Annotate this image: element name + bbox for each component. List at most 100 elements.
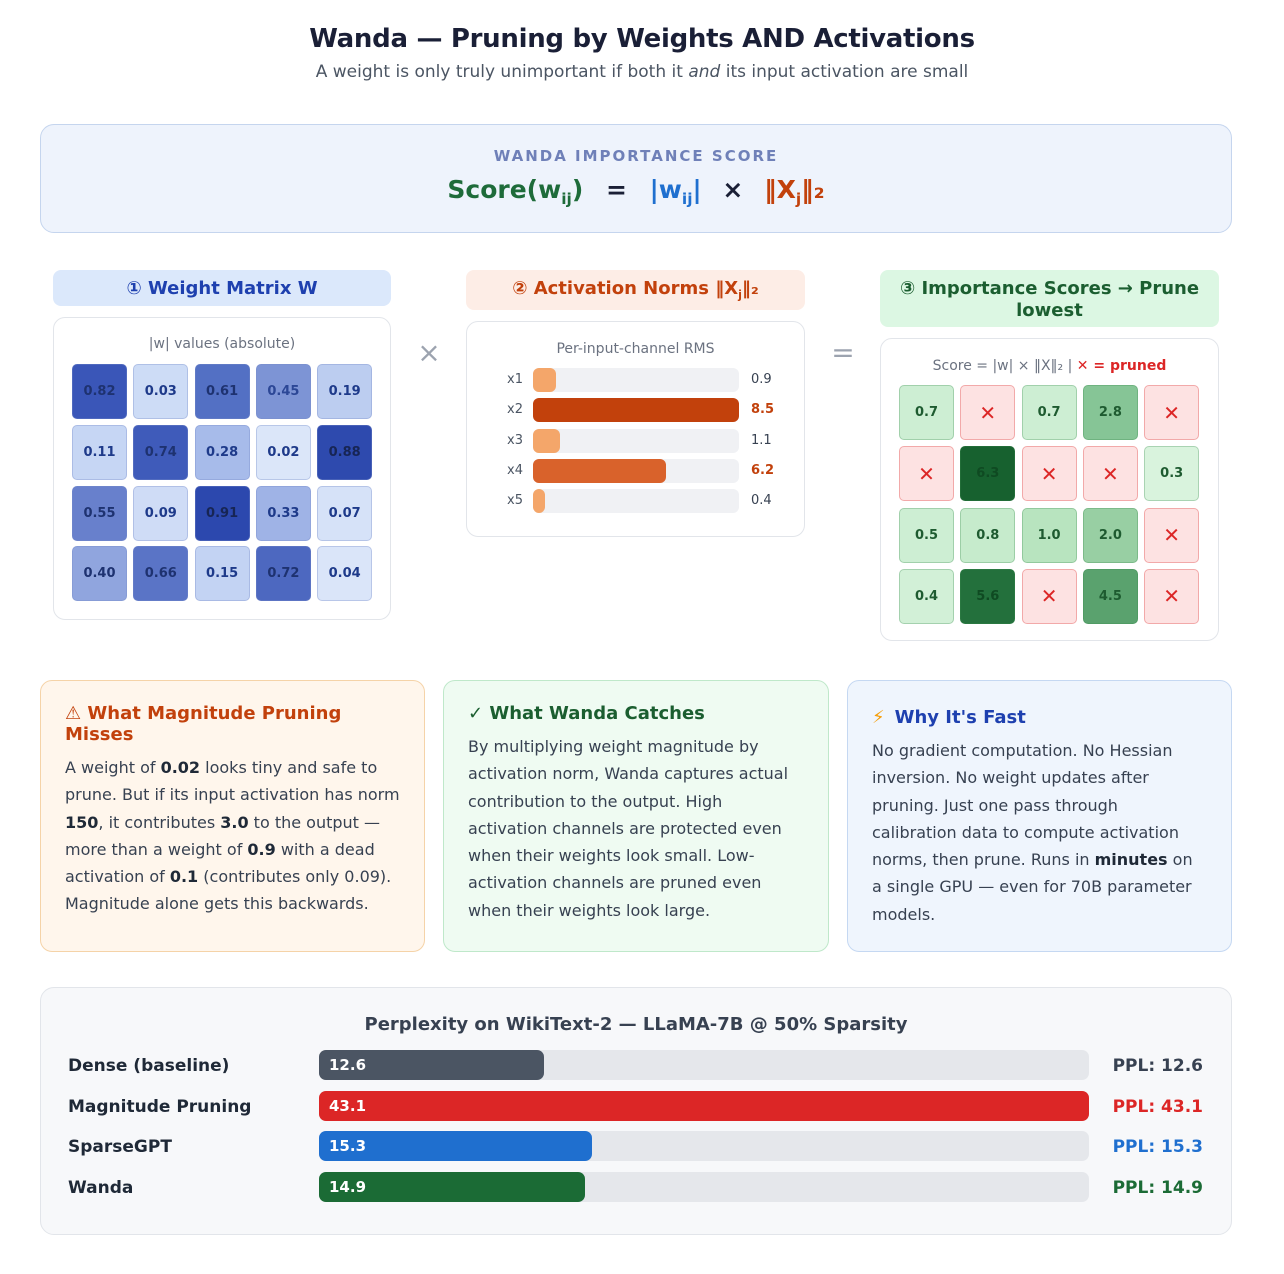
chart-category-label: Wanda — [68, 1177, 134, 1198]
emphasis: minutes — [1094, 850, 1168, 870]
formula-w-open: |w — [649, 175, 682, 204]
formula-x-sub: j — [795, 190, 802, 208]
equals-operator: = — [831, 336, 855, 369]
activation-norms-header: ② Activation Norms ‖Xj‖₂ — [466, 270, 805, 310]
weight-matrix-header: ① Weight Matrix W — [53, 270, 391, 306]
chart-ppl-label: PPL: 12.6 — [1112, 1056, 1203, 1076]
emphasis: 150 — [65, 812, 99, 832]
fast-card-title: ⚡ Why It's Fast — [872, 707, 1207, 728]
weight-cell: 0.72 — [255, 546, 311, 602]
pruned-cell: ✕ — [1144, 507, 1200, 563]
weight-cell: 0.09 — [133, 485, 189, 541]
weight-cell: 0.04 — [317, 546, 373, 602]
weight-cell: 0.45 — [255, 364, 311, 419]
weight-cell: 0.74 — [133, 424, 189, 480]
wanda-card-body: By multiplying weight magnitude by activ… — [468, 737, 789, 920]
weight-cell: 0.33 — [255, 485, 311, 541]
chart-bar-label: 43.1 — [329, 1096, 367, 1115]
score-cell: 5.6 — [960, 568, 1016, 624]
weight-cell: 0.02 — [255, 424, 311, 480]
chart-bar-label: 15.3 — [329, 1137, 367, 1155]
weight-cell: 0.88 — [317, 424, 373, 480]
formula-x-close: ‖₂ — [801, 175, 825, 204]
pruned-cell: ✕ — [960, 385, 1016, 440]
activation-value: 1.1 — [751, 432, 772, 448]
chart-bar-label: 12.6 — [329, 1056, 367, 1074]
chart-category-label: Magnitude Pruning — [68, 1096, 252, 1117]
formula-score-sub: ij — [561, 190, 572, 208]
chart-bar: 14.9 — [319, 1171, 586, 1202]
activation-caption: Per-input-channel RMS — [556, 341, 715, 357]
activation-bar — [533, 398, 739, 423]
lightning-icon: ⚡ — [872, 707, 885, 728]
chart-bar: 12.6 — [319, 1050, 545, 1080]
activation-row-label: x3 — [507, 432, 523, 448]
emphasis: 3.0 — [220, 812, 249, 832]
importance-scores-panel: Score = |w| × ‖X‖₂ | ✕ = pruned 0.7 ✕ 0.7 2… — [880, 338, 1219, 641]
weight-cell: 0.15 — [194, 546, 250, 602]
activation-value: 0.9 — [751, 372, 772, 387]
pruned-cell: ✕ — [1144, 568, 1200, 624]
emphasis: 0.1 — [169, 867, 199, 887]
score-formula-banner: WANDA IMPORTANCE SCORE Score(wij) = |wij… — [40, 124, 1232, 233]
magnitude-card-title: ⚠ What Magnitude Pruning Misses — [65, 703, 342, 745]
score-cell: 0.7 — [1021, 385, 1077, 440]
score-cell: 6.3 — [960, 446, 1016, 502]
formula-activation: ‖Xj‖₂ — [764, 175, 825, 208]
subtitle-pre: A weight is only truly unimportant if bo… — [315, 62, 689, 82]
importance-scores-header: ③ Importance Scores → Prune lowest — [880, 270, 1219, 327]
chart-bar-label: 14.9 — [329, 1177, 367, 1196]
activation-bar — [533, 368, 556, 392]
pruned-cell: ✕ — [1021, 446, 1077, 502]
activation-bar — [533, 489, 546, 514]
score-cell: 0.4 — [899, 568, 954, 624]
activation-row-label: x4 — [507, 462, 523, 478]
score-label: WANDA IMPORTANCE SCORE — [493, 147, 779, 165]
pruned-cell: ✕ — [1021, 568, 1077, 624]
activation-row-label: x2 — [507, 402, 523, 418]
activation-norms-panel: Per-input-channel RMS x1 0.9 x2 8.5 x3 1.1 x4 6… — [466, 321, 805, 537]
chart-bar-track: 15.3 — [319, 1131, 1089, 1161]
activation-header-close: ‖₂ — [741, 278, 759, 299]
formula-equals: = — [605, 175, 627, 204]
chart-ppl-label: PPL: 43.1 — [1112, 1096, 1203, 1117]
score-formula: Score(wij) = |wij| × ‖Xj‖₂ — [41, 175, 1231, 208]
chart-bar-track: 14.9 — [319, 1171, 1089, 1202]
activation-header-text: ② Activation Norms ‖X — [512, 278, 739, 299]
weight-cell: 0.40 — [72, 546, 127, 602]
activation-bar — [533, 428, 560, 453]
page-subtitle: A weight is only truly unimportant if bo… — [0, 62, 1284, 82]
score-cell: 2.0 — [1082, 507, 1138, 563]
wanda-catches-card: ✓ What Wanda Catches By multiplying weig… — [443, 680, 829, 952]
chart-bar: 15.3 — [319, 1131, 593, 1161]
importance-caption-text: Score = |w| × ‖X‖₂ | — [932, 358, 1077, 374]
chart-bar-track: 43.1 — [319, 1090, 1089, 1121]
weight-cell: 0.61 — [194, 364, 250, 419]
chart-category-label: Dense (baseline) — [68, 1056, 230, 1076]
activation-track — [533, 428, 739, 453]
importance-caption: Score = |w| × ‖X‖₂ | ✕ = pruned — [881, 358, 1218, 374]
emphasis: 0.9 — [247, 839, 276, 859]
activation-track — [533, 368, 739, 392]
activation-row-label: x5 — [507, 493, 523, 509]
score-cell: 0.5 — [899, 507, 954, 563]
chart-bar-track: 12.6 — [319, 1050, 1089, 1080]
weight-matrix-caption: |w| values (absolute) — [148, 336, 296, 352]
score-cell: 1.0 — [1021, 507, 1077, 563]
chart-category-label: SparseGPT — [68, 1137, 172, 1157]
chart-ppl-label: PPL: 14.9 — [1112, 1177, 1203, 1198]
score-cell: 0.8 — [960, 507, 1016, 563]
pruned-cell: ✕ — [1082, 446, 1138, 502]
score-cell: 0.3 — [1144, 446, 1200, 502]
activation-value: 0.4 — [751, 493, 772, 509]
formula-score-close: ) — [571, 175, 584, 204]
magnitude-misses-card: ⚠ What Magnitude Pruning Misses A weight… — [40, 680, 425, 952]
weight-cell: 0.11 — [72, 424, 127, 480]
activation-row-label: x1 — [507, 372, 523, 387]
subtitle-post: its input activation are small — [720, 62, 969, 82]
weight-cell: 0.55 — [72, 485, 127, 541]
weight-cell: 0.91 — [194, 485, 250, 541]
chart-ppl-label: PPL: 15.3 — [1112, 1137, 1203, 1157]
times-operator: × — [417, 336, 441, 369]
wanda-card-title: ✓ What Wanda Catches — [468, 703, 705, 724]
